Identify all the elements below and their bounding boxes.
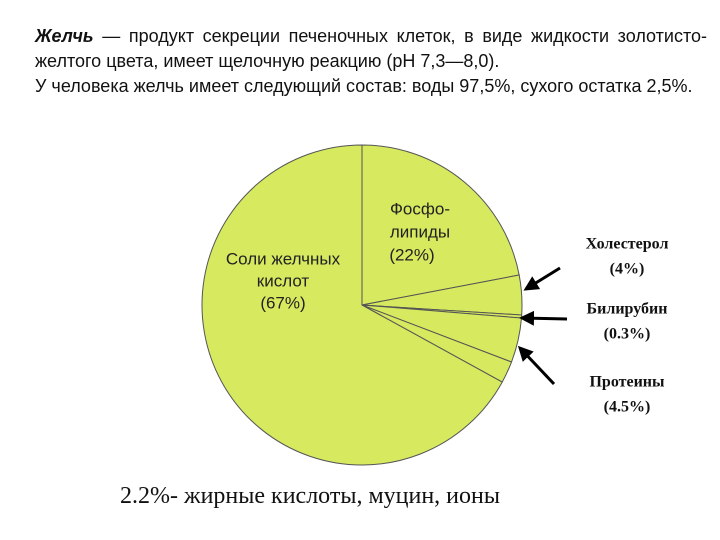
intro: Желчь — продукт секреции печеночных клет… (35, 24, 707, 99)
category-label: Фосфо- (390, 199, 450, 218)
slice-label: 2.2%- жирные кислоты, муцин, ионы (120, 483, 500, 509)
category-label: Протеины (589, 374, 665, 391)
value-label: (22%) (389, 245, 434, 264)
category-label: Холестерол (586, 236, 669, 253)
category-label: Соли желчных (226, 249, 341, 268)
category-label: Билирубин (587, 301, 668, 318)
value-label: (4.5%) (604, 399, 651, 416)
category-label: липиды (390, 222, 450, 241)
arrow (519, 310, 568, 326)
arrow (517, 345, 556, 386)
value-label: (67%) (260, 293, 305, 312)
intro-paragraph: Желчь — продукт секреции печеночных клет… (35, 24, 707, 74)
value-label: 2.2%- (120, 483, 178, 509)
slice (361, 144, 520, 306)
intro-lead: Желчь (35, 26, 94, 46)
value-label: (4%) (610, 261, 645, 278)
category-label: жирные кислоты, муцин, ионы (183, 483, 500, 509)
category-label: кислот (257, 271, 310, 290)
arrow (523, 266, 561, 291)
value-label: (0.3%) (604, 326, 651, 343)
slice (201, 144, 503, 466)
intro-paragraph: У человека желчь имеет следующий состав:… (35, 76, 693, 96)
intro-text: — продукт секреции печеночных клеток, в … (35, 26, 707, 71)
